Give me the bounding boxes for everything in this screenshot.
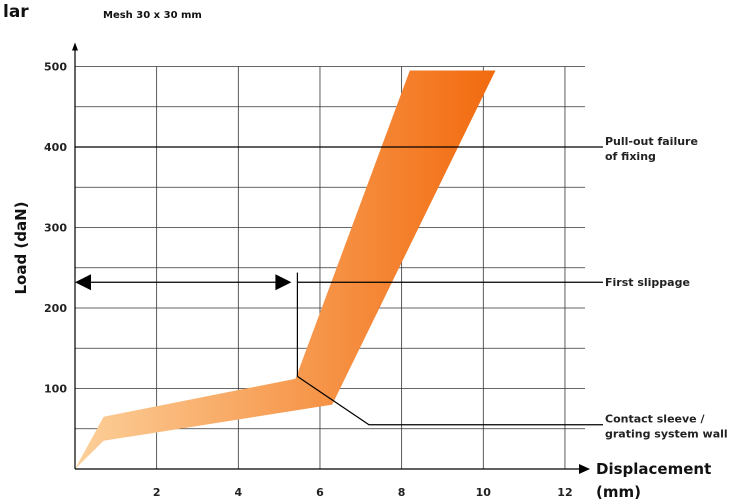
y-axis-arrow [72, 42, 78, 51]
contact-leader [297, 375, 603, 426]
x-axis-label: Displacement [596, 460, 711, 478]
x-tick-label-6: 6 [316, 486, 324, 499]
axes [72, 42, 590, 474]
x-axis-arrow [579, 464, 590, 474]
x-tick-label-10: 10 [476, 486, 492, 499]
contact-label-1: grating system wall [605, 428, 728, 441]
y-tick-label-200: 200 [44, 302, 67, 315]
annotations: Pull-out failure of fixing First slippage C… [75, 135, 728, 441]
band-layer [75, 70, 496, 469]
y-tick-label-100: 100 [44, 383, 67, 396]
slippage-arrow-right-head [275, 274, 292, 291]
load-band [75, 70, 496, 469]
y-tick-label-500: 500 [44, 61, 67, 74]
y-axis-label: Load (daN) [12, 201, 30, 294]
tick-labels: 2 4 6 8 10 12 100 200 300 400 500 [44, 61, 573, 500]
contact-label-0: Contact sleeve / [605, 413, 705, 426]
y-tick-label-300: 300 [44, 222, 67, 235]
chart-subtitle: Mesh 30 x 30 mm [103, 10, 202, 21]
x-axis-unit: (mm) [596, 483, 641, 501]
slippage-label: First slippage [605, 276, 690, 289]
x-tick-label-8: 8 [398, 486, 406, 499]
pullout-label-1: of fixing [605, 150, 656, 163]
pullout-label-0: Pull-out failure [605, 135, 698, 148]
slippage-arrow-left-head [75, 274, 91, 291]
title-fragment: lar [3, 2, 29, 22]
x-tick-label-2: 2 [153, 486, 161, 499]
x-tick-label-4: 4 [234, 486, 242, 499]
x-tick-label-12: 12 [557, 486, 572, 499]
y-tick-label-400: 400 [44, 141, 67, 154]
